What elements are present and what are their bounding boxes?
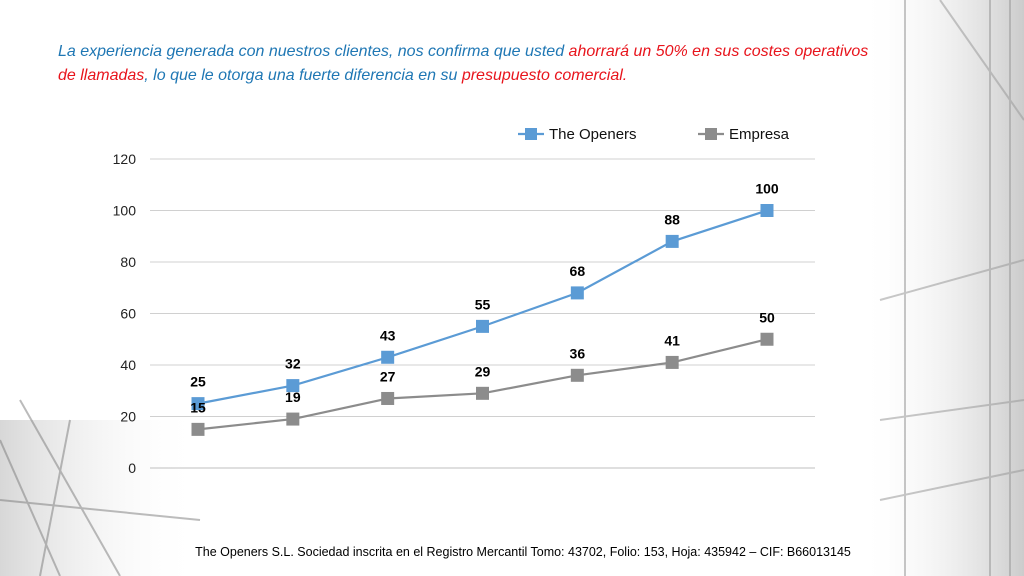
legend-marker-empresa — [705, 128, 717, 140]
data-point-empresa — [476, 386, 489, 400]
data-label-empresa: 36 — [570, 345, 586, 361]
data-point-empresa — [191, 422, 205, 436]
data-point-the-openers — [665, 234, 679, 248]
headline-part-3: , lo que le otorga una fuerte diferencia… — [144, 67, 462, 84]
data-point-the-openers — [286, 379, 300, 393]
legend-label-the-openers: The Openers — [549, 126, 637, 143]
data-label-the-openers: 32 — [285, 356, 301, 372]
data-label-empresa: 27 — [380, 368, 396, 384]
data-label-the-openers: 68 — [570, 263, 586, 279]
y-tick-label: 40 — [120, 357, 136, 373]
data-point-the-openers — [570, 286, 584, 300]
data-point-the-openers — [381, 350, 395, 364]
legend-marker-the-openers — [525, 128, 537, 140]
data-label-the-openers: 88 — [664, 211, 680, 227]
data-point-the-openers — [760, 204, 774, 217]
data-label-empresa: 50 — [759, 309, 775, 325]
data-point-empresa — [381, 391, 395, 405]
data-label-the-openers: 55 — [475, 296, 491, 312]
series-line-empresa — [197, 338, 768, 431]
data-label-empresa: 41 — [664, 332, 680, 348]
y-tick-label: 60 — [120, 306, 136, 322]
data-label-empresa: 19 — [285, 389, 301, 405]
data-point-the-openers — [476, 319, 489, 333]
headline-part-1: La experiencia generada con nuestros cli… — [58, 43, 569, 60]
y-tick-label: 20 — [120, 409, 136, 425]
y-tick-label: 100 — [113, 203, 137, 219]
headline-part-2: ahorrará un 50% en sus costes operativos… — [58, 43, 869, 84]
y-tick-label: 120 — [113, 151, 137, 167]
data-point-the-openers — [191, 397, 205, 411]
data-label-empresa: 29 — [475, 363, 491, 379]
data-point-empresa — [286, 412, 300, 426]
data-label-the-openers: 43 — [380, 327, 396, 343]
y-tick-label: 0 — [128, 460, 136, 476]
data-label-the-openers: 100 — [755, 181, 779, 197]
data-label-empresa: 15 — [190, 399, 206, 415]
data-point-empresa — [570, 368, 584, 382]
headline-part-4: presupuesto comercial. — [461, 67, 628, 84]
data-point-empresa — [665, 355, 679, 369]
footer-legal-text: The Openers S.L. Sociedad inscrita en el… — [195, 545, 851, 559]
data-label-the-openers: 25 — [190, 374, 206, 390]
data-point-empresa — [760, 332, 774, 346]
legend-label-empresa: Empresa — [729, 126, 790, 143]
headline: La experiencia generada con nuestros cli… — [58, 40, 878, 88]
y-tick-label: 80 — [120, 254, 136, 270]
